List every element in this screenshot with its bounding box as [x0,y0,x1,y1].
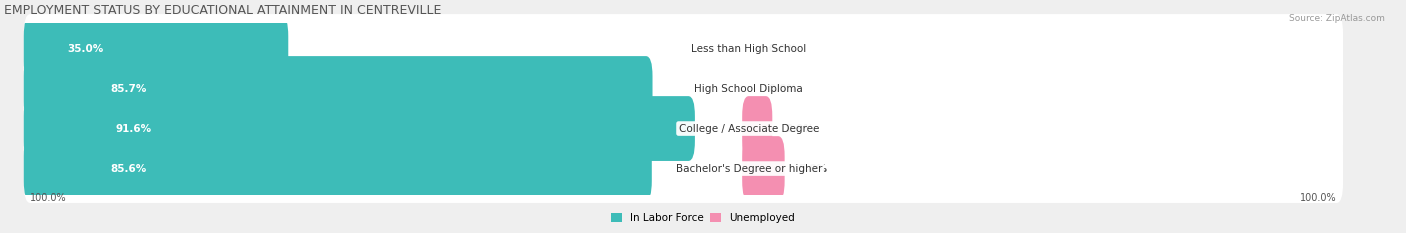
Text: 0.0%: 0.0% [768,44,797,54]
Text: EMPLOYMENT STATUS BY EDUCATIONAL ATTAINMENT IN CENTREVILLE: EMPLOYMENT STATUS BY EDUCATIONAL ATTAINM… [4,4,441,17]
Text: High School Diploma: High School Diploma [695,83,803,93]
FancyBboxPatch shape [24,134,1343,203]
FancyBboxPatch shape [24,16,288,81]
Text: College / Associate Degree: College / Associate Degree [679,123,818,134]
Text: 100.0%: 100.0% [31,193,67,203]
FancyBboxPatch shape [24,54,1343,123]
FancyBboxPatch shape [742,136,785,201]
Legend: In Labor Force, Unemployed: In Labor Force, Unemployed [607,209,799,227]
Text: 5.0%: 5.0% [797,164,827,174]
Text: 85.7%: 85.7% [111,83,148,93]
Text: Less than High School: Less than High School [692,44,807,54]
Text: 100.0%: 100.0% [1301,193,1337,203]
Text: 2.9%: 2.9% [786,123,814,134]
Text: 35.0%: 35.0% [67,44,103,54]
Text: 0.0%: 0.0% [768,83,797,93]
Text: Source: ZipAtlas.com: Source: ZipAtlas.com [1289,14,1385,23]
FancyBboxPatch shape [24,14,1343,83]
Text: Bachelor's Degree or higher: Bachelor's Degree or higher [675,164,823,174]
FancyBboxPatch shape [24,94,1343,163]
FancyBboxPatch shape [24,56,652,121]
FancyBboxPatch shape [742,96,772,161]
FancyBboxPatch shape [24,96,695,161]
Text: 85.6%: 85.6% [111,164,146,174]
FancyBboxPatch shape [24,136,652,201]
Text: 91.6%: 91.6% [115,123,152,134]
